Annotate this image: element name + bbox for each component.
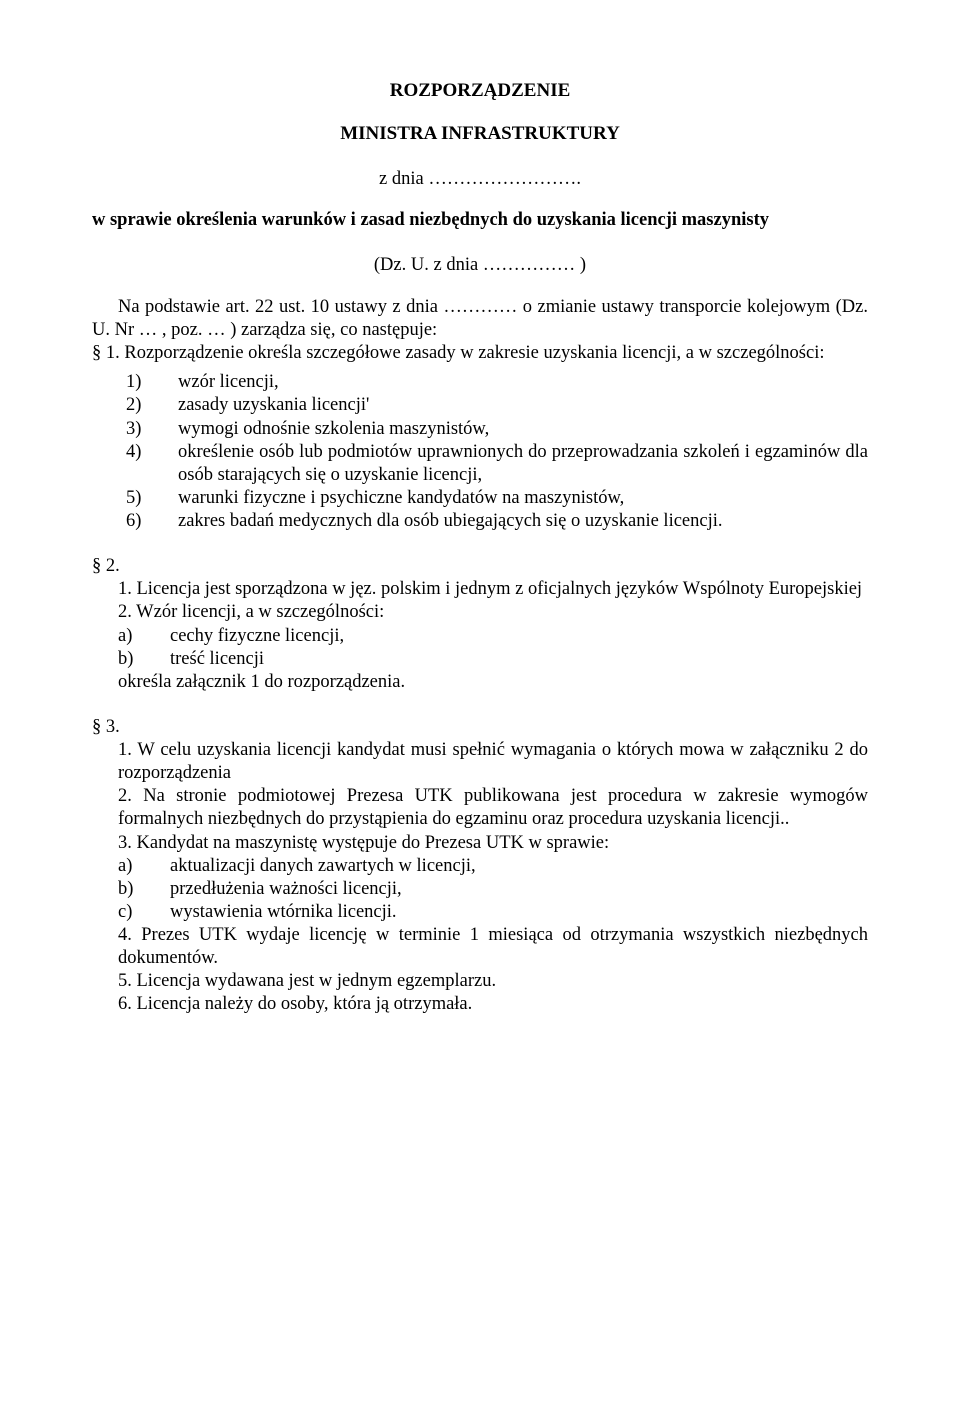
list-text: przedłużenia ważności licencji, <box>170 879 402 899</box>
list-letter: b) <box>144 878 170 901</box>
list-item: 2)zasady uzyskania licencji' <box>152 394 868 417</box>
s1-list: 1)wzór licencji, 2)zasady uzyskania lice… <box>92 371 868 533</box>
list-text: określenie osób lub podmiotów uprawniony… <box>178 442 868 485</box>
s2-content: 1. Licencja jest sporządzona w jęz. pols… <box>92 578 868 694</box>
list-item: 4)określenie osób lub podmiotów uprawnio… <box>152 441 868 487</box>
list-text: zakres badań medycznych dla osób ubiegaj… <box>178 511 723 531</box>
s2-sublist: a)cechy fizyczne licencji, b)treść licen… <box>118 625 868 671</box>
dz-line: (Dz. U. z dnia …………… ) <box>92 254 868 277</box>
header-block: ROZPORZĄDZENIE MINISTRA INFRASTRUKTURY <box>92 79 868 146</box>
list-letter: c) <box>144 901 170 924</box>
list-text: cechy fizyczne licencji, <box>170 626 344 646</box>
basis-paragraph: Na podstawie art. 22 ust. 10 ustawy z dn… <box>92 296 868 342</box>
list-item: a)cechy fizyczne licencji, <box>144 625 868 648</box>
s3-p3: 3. Kandydat na maszynistę występuje do P… <box>118 832 868 855</box>
list-text: wystawienia wtórnika licencji. <box>170 902 397 922</box>
list-item: b)treść licencji <box>144 648 868 671</box>
list-text: aktualizacji danych zawartych w licencji… <box>170 856 476 876</box>
list-letter: a) <box>144 625 170 648</box>
date-line: z dnia ……………………. <box>92 168 868 191</box>
s3-p5: 5. Licencja wydawana jest w jednym egzem… <box>118 970 868 993</box>
list-number: 2) <box>152 394 178 417</box>
s3-p1: 1. W celu uzyskania licencji kandydat mu… <box>118 739 868 785</box>
list-item: 5)warunki fizyczne i psychiczne kandydat… <box>152 487 868 510</box>
list-number: 6) <box>152 510 178 533</box>
s1-intro: § 1. Rozporządzenie określa szczegółowe … <box>92 342 868 365</box>
list-item: c)wystawienia wtórnika licencji. <box>144 901 868 924</box>
s3-p6: 6. Licencja należy do osoby, która ją ot… <box>118 993 868 1016</box>
document-page: ROZPORZĄDZENIE MINISTRA INFRASTRUKTURY z… <box>0 0 960 1412</box>
s2-p1: 1. Licencja jest sporządzona w jęz. pols… <box>118 578 868 601</box>
s3-marker: § 3. <box>92 716 868 739</box>
s3-sublist: a)aktualizacji danych zawartych w licenc… <box>118 855 868 924</box>
list-number: 3) <box>152 418 178 441</box>
s2-marker: § 2. <box>92 555 868 578</box>
list-text: treść licencji <box>170 649 264 669</box>
list-item: 3)wymogi odnośnie szkolenia maszynistów, <box>152 418 868 441</box>
s2-tail: określa załącznik 1 do rozporządzenia. <box>118 671 868 694</box>
s3-content: 1. W celu uzyskania licencji kandydat mu… <box>92 739 868 1017</box>
s2-p2: 2. Wzór licencji, a w szczególności: <box>118 601 868 624</box>
list-item: 1)wzór licencji, <box>152 371 868 394</box>
subject-line: w sprawie określenia warunków i zasad ni… <box>92 209 868 232</box>
list-text: warunki fizyczne i psychiczne kandydatów… <box>178 488 624 508</box>
list-letter: a) <box>144 855 170 878</box>
s2-block: § 2. 1. Licencja jest sporządzona w jęz.… <box>92 555 868 694</box>
list-item: a)aktualizacji danych zawartych w licenc… <box>144 855 868 878</box>
title-line-2: MINISTRA INFRASTRUKTURY <box>92 122 868 146</box>
list-letter: b) <box>144 648 170 671</box>
s3-p2: 2. Na stronie podmiotowej Prezesa UTK pu… <box>118 785 868 831</box>
title-line-1: ROZPORZĄDZENIE <box>92 79 868 103</box>
list-item: b)przedłużenia ważności licencji, <box>144 878 868 901</box>
s3-block: § 3. 1. W celu uzyskania licencji kandyd… <box>92 716 868 1017</box>
list-number: 5) <box>152 487 178 510</box>
list-item: 6)zakres badań medycznych dla osób ubieg… <box>152 510 868 533</box>
list-number: 1) <box>152 371 178 394</box>
list-text: wymogi odnośnie szkolenia maszynistów, <box>178 419 489 439</box>
s3-p4: 4. Prezes UTK wydaje licencję w terminie… <box>118 924 868 970</box>
list-text: zasady uzyskania licencji' <box>178 395 369 415</box>
list-number: 4) <box>152 441 178 464</box>
list-text: wzór licencji, <box>178 372 279 392</box>
